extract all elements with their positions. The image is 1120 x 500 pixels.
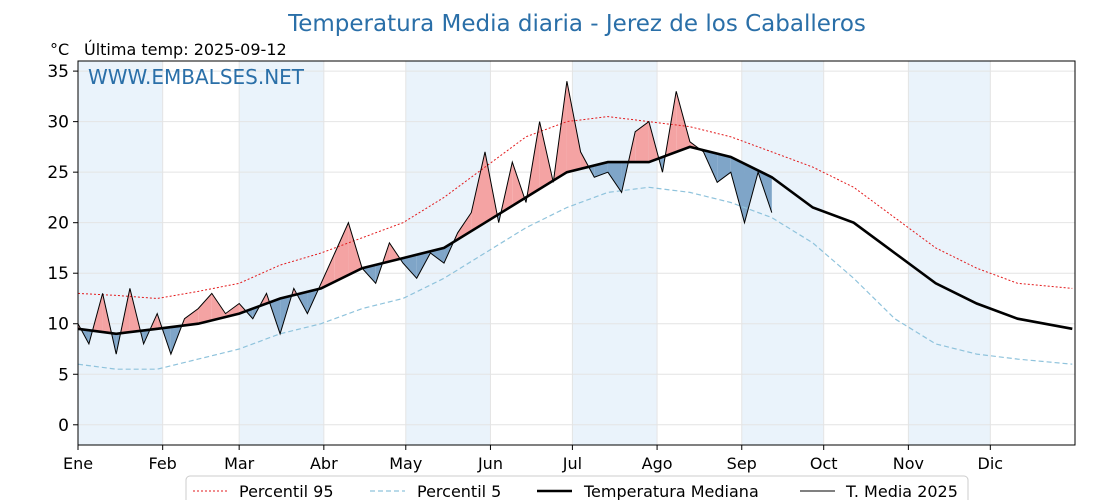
percentile-95-line [77,116,1073,300]
y-tick-label: 25 [47,163,69,183]
legend-label-p5: Percentil 5 [417,482,501,500]
x-tick-label: Ene [63,454,93,473]
month-bands [78,61,991,445]
deviation-area [211,293,226,321]
deviation-area [403,254,417,279]
x-tick-label: Nov [893,454,924,473]
y-tick-label: 35 [47,62,69,82]
month-band [78,61,163,445]
y-tick-label: 10 [47,315,69,335]
mean-2025-line [77,81,773,356]
x-tick-label: Mar [224,454,255,473]
month-band [908,61,991,445]
x-tick-label: Ago [642,454,673,473]
legend: Percentil 95 Percentil 5 Temperatura Med… [185,475,969,500]
deviation-area [512,162,525,206]
legend-label-median: Temperatura Mediana [583,482,759,500]
y-tick-label: 0 [58,416,69,436]
percentile-5-line [77,186,1073,370]
y-axis-ticks: 0 5 10 15 20 25 30 35 [47,62,78,436]
month-band [239,61,324,445]
x-tick-label: Jun [477,454,503,473]
watermark: WWW.EMBALSES.NET [88,65,305,89]
legend-label-year: T. Media 2025 [845,482,958,500]
plot-frame [77,60,1076,446]
x-tick-label: May [389,454,422,473]
deviation-area [676,91,690,152]
y-tick-label: 20 [47,214,69,234]
x-tick-label: Jul [562,454,582,473]
y-tick-label: 5 [58,365,69,385]
legend-box [185,475,969,500]
y-tick-label: 30 [47,113,69,133]
deviation-area [730,157,745,223]
deviation-area [635,121,649,163]
x-tick-label: Oct [810,454,838,473]
deviation-area [198,293,212,324]
last-temp-label: Última temp: 2025-09-12 [84,40,287,59]
month-band [572,61,658,445]
x-axis-ticks: Ene Feb Mar Abr May Jun Jul Ago Sep Oct Nov Dic [63,445,1003,473]
chart-title: Temperatura Media diaria - Jerez de los … [287,11,866,37]
x-tick-label: Feb [149,454,177,473]
deviation-area [744,163,759,223]
x-tick-label: Abr [310,454,338,473]
deviation-area [362,264,376,284]
median-temperature-line [77,145,1073,336]
month-band [741,61,824,445]
deviation-area [471,151,485,232]
legend-label-p95: Percentil 95 [239,482,334,500]
deviation-area [566,81,581,173]
deviation-area [607,162,622,193]
unit-label: °C [50,40,69,59]
series-lines [77,81,1073,370]
x-tick-label: Sep [727,454,757,473]
deviation-area [184,308,199,326]
x-tick-label: Dic [978,454,1004,473]
deviation-area [334,222,349,282]
y-tick-label: 15 [47,264,69,284]
deviation-area [717,153,731,183]
